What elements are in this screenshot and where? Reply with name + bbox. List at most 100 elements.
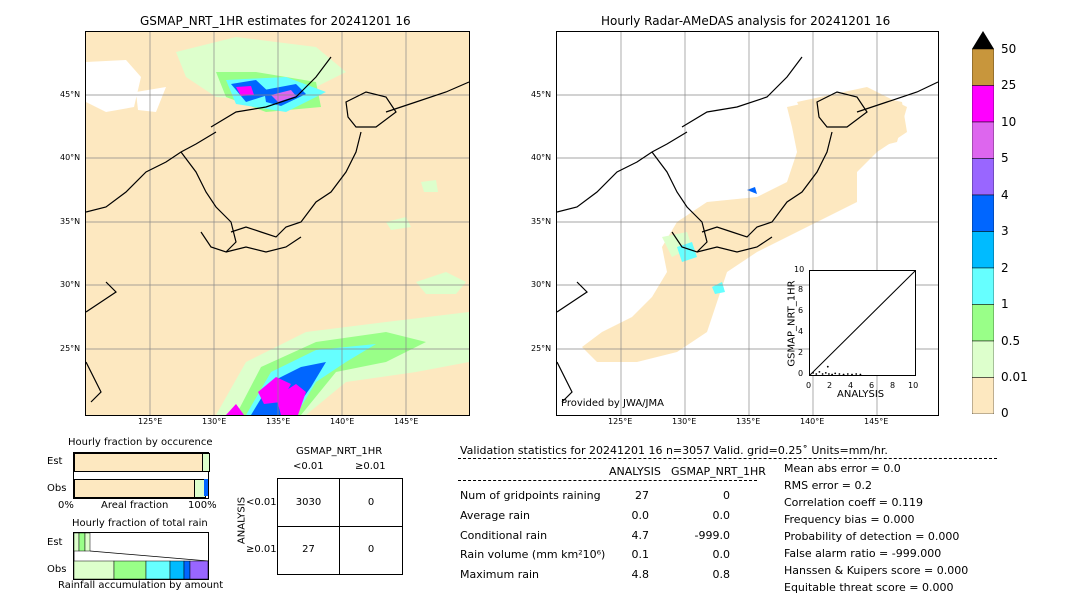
contingency-row-label-0: <0.01 [246, 497, 277, 508]
right-lat-label-40: 40°N [531, 153, 552, 162]
right-lon-label-125: 125°E [608, 417, 633, 426]
colorbar-label-0: 0 [1001, 406, 1009, 420]
total-rain-row-est: Est [47, 537, 63, 548]
scatter-point [821, 373, 824, 375]
scatter-point [855, 373, 858, 375]
stat-gsmap-maximum: 0.8 [712, 568, 731, 581]
left-gridlines [86, 32, 469, 415]
scatter-xtick-2: 2 [827, 381, 833, 390]
left-lat-label-35: 35°N [60, 217, 81, 226]
scatter-xtick-4: 4 [848, 381, 854, 390]
right-lat-label-45: 45°N [531, 90, 552, 99]
left-lon-label-145: 145°E [394, 417, 419, 426]
left-lat-label-25: 25°N [60, 344, 81, 353]
right-lon-label-130: 130°E [672, 417, 697, 426]
colorbar-label-0.01: 0.01 [1001, 370, 1028, 384]
colorbar-label-25: 25 [1001, 78, 1017, 92]
occurrence-bar-est-rain [202, 453, 210, 472]
stat-gsmap-conditional: -999.0 [694, 529, 730, 542]
scatter-point [859, 373, 862, 376]
scatter-point [815, 373, 818, 375]
score-pod: Probability of detection = 0.000 [784, 530, 960, 543]
scatter-ytick-2: 2 [798, 348, 804, 357]
score-corr: Correlation coeff = 0.119 [784, 496, 923, 509]
occurrence-title: Hourly fraction by occurence [68, 437, 213, 448]
occurrence-bar-est [74, 453, 204, 472]
scatter-inset-svg [809, 270, 916, 376]
validation-header: Validation statistics for 20241201 16 n=… [460, 444, 888, 457]
stat-label-volume: Rain volume (mm km²10⁶) [460, 548, 606, 561]
occurrence-x-left: 0% [58, 500, 74, 511]
right-lon-label-140: 140°E [800, 417, 825, 426]
stat-label-maximum: Maximum rain [460, 568, 539, 581]
total-rain-xlabel: Rainfall accumulation by amount [58, 580, 224, 591]
validation-table-rule [458, 480, 757, 481]
occurrence-row-obs: Obs [47, 483, 67, 494]
stat-analysis-volume: 0.1 [631, 548, 650, 561]
scatter-point [831, 373, 833, 376]
occurrence-x-mid: Areal fraction [101, 500, 169, 511]
stat-label-average: Average rain [460, 509, 530, 522]
scatter-point [834, 372, 837, 375]
scatter-point [846, 373, 849, 375]
scatter-xtick-10: 10 [908, 381, 919, 390]
scatter-xtick-0: 0 [806, 381, 812, 390]
validation-header-rule [458, 458, 997, 459]
scatter-point [838, 373, 841, 375]
scatter-inset [809, 270, 916, 376]
data-credit: Provided by JWA/JMA [561, 398, 664, 409]
colorbar-label-1: 1 [1001, 297, 1009, 311]
right-lat-label-25: 25°N [531, 344, 552, 353]
left-lat-label-30: 30°N [60, 280, 81, 289]
colorbar-label-10: 10 [1001, 115, 1017, 129]
colorbar-svg [971, 31, 995, 415]
left-lon-label-140: 140°E [330, 417, 355, 426]
stat-analysis-maximum: 4.8 [631, 568, 650, 581]
scatter-point [812, 372, 814, 374]
left-lon-label-130: 130°E [202, 417, 227, 426]
colorbar-label-0.5: 0.5 [1001, 334, 1021, 348]
score-mae: Mean abs error = 0.0 [784, 462, 901, 475]
scatter-point [828, 373, 830, 375]
total-rain-svg [73, 532, 209, 580]
colorbar-label-2: 2 [1001, 261, 1009, 275]
scatter-point [851, 373, 853, 376]
left-map [85, 31, 470, 416]
stat-gsmap-num-raining: 0 [723, 489, 730, 502]
scatter-point [824, 372, 827, 374]
score-hk: Hanssen & Kuipers score = 0.000 [784, 564, 969, 577]
right-map-title: Hourly Radar-AMeDAS analysis for 2024120… [601, 14, 891, 28]
contingency-col-header: GSMAP_NRT_1HR [296, 446, 383, 457]
right-lat-label-35: 35°N [531, 217, 552, 226]
contingency-grid: 3030 0 27 0 [277, 478, 403, 575]
colorbar [971, 31, 995, 415]
occurrence-bar-obs-rain2 [204, 479, 208, 496]
score-freq-bias: Frequency bias = 0.000 [784, 513, 915, 526]
scatter-point [818, 371, 821, 373]
score-rms: RMS error = 0.2 [784, 479, 872, 492]
scatter-ytick-10: 10 [794, 265, 805, 274]
scatter-ytick-6: 6 [798, 306, 804, 315]
right-lon-label-135: 135°E [736, 417, 761, 426]
left-lon-label-125: 125°E [138, 417, 163, 426]
colorbar-label-3: 3 [1001, 224, 1009, 238]
stat-analysis-num-raining: 27 [635, 489, 649, 502]
scatter-ytick-0: 0 [798, 369, 804, 378]
stat-analysis-conditional: 4.7 [631, 529, 650, 542]
left-lon-label-135: 135°E [266, 417, 291, 426]
scatter-xlabel: ANALYSIS [837, 389, 885, 400]
occurrence-frame [73, 452, 210, 499]
colorbar-label-50: 50 [1001, 42, 1017, 56]
left-coastlines [86, 56, 469, 403]
right-map-svg [557, 32, 938, 415]
left-map-svg [86, 32, 469, 415]
total-rain-frame [73, 532, 209, 580]
score-far: False alarm ratio = -999.000 [784, 547, 942, 560]
scatter-ytick-8: 8 [798, 285, 804, 294]
scatter-ylabel: GSMAP_NRT_1HR [786, 280, 798, 367]
stat-label-conditional: Conditional rain [460, 529, 548, 542]
occurrence-row-est: Est [47, 456, 63, 467]
validation-col-analysis: ANALYSIS [609, 465, 661, 478]
left-lat-label-40: 40°N [60, 153, 81, 162]
left-lat-label-45: 45°N [60, 90, 81, 99]
